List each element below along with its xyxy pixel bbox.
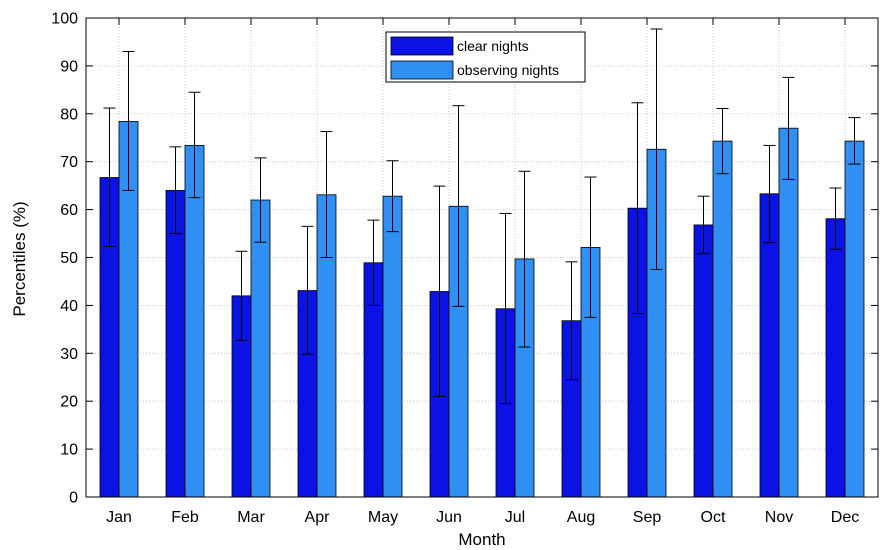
x-tick-label: Aug	[567, 509, 595, 526]
bar-observing-nights	[184, 145, 205, 498]
bars-layer	[99, 121, 865, 498]
y-tick-label: 60	[60, 202, 78, 219]
y-tick-label: 50	[60, 250, 78, 267]
x-tick-label: Sep	[633, 509, 662, 526]
y-tick-label: 10	[60, 442, 78, 459]
legend-label-clear-nights: clear nights	[457, 38, 529, 54]
x-axis-title: Month	[458, 530, 505, 549]
x-tick-label: Apr	[305, 509, 331, 526]
y-tick-label: 90	[60, 58, 78, 75]
error-bars-layer	[103, 28, 861, 405]
legend: clear nights observing nights	[385, 31, 586, 83]
bar-observing-nights	[712, 140, 733, 498]
bar-observing-nights	[844, 140, 865, 498]
axis-layer: 0 10 20 30 40 50 60 70 80 90 100 Jan Feb Mar Apr May Jun…	[51, 11, 879, 526]
x-tick-label: Dec	[831, 509, 859, 526]
grid-layer	[86, 18, 878, 497]
legend-label-observing-nights: observing nights	[457, 62, 559, 78]
bar-clear-nights	[693, 224, 714, 498]
y-tick-label: 20	[60, 394, 78, 411]
bar-observing-nights	[250, 199, 271, 498]
x-tick-label: Jul	[505, 509, 525, 526]
y-axis-title: Percentiles (%)	[10, 201, 29, 316]
y-tick-label: 40	[60, 298, 78, 315]
bar-observing-nights	[778, 127, 799, 498]
plot-frame	[85, 17, 879, 498]
x-tick-label: Jan	[106, 509, 132, 526]
y-tick-label: 70	[60, 154, 78, 171]
y-tick-label: 100	[51, 11, 78, 28]
x-tick-label: Nov	[765, 509, 793, 526]
legend-swatch-observing-nights	[390, 60, 454, 80]
x-tick-label: Feb	[171, 509, 199, 526]
x-tick-label: May	[368, 509, 398, 526]
y-tick-label: 30	[60, 346, 78, 363]
bar-clear-nights	[825, 218, 846, 498]
legend-swatch-clear-nights	[390, 36, 454, 56]
y-tick-label: 0	[69, 490, 78, 507]
x-tick-label: Mar	[237, 509, 265, 526]
x-tick-label: Oct	[701, 509, 726, 526]
x-tick-label: Jun	[436, 509, 462, 526]
y-tick-label: 80	[60, 106, 78, 123]
bar-clear-nights	[165, 190, 186, 498]
bar-observing-nights	[382, 195, 403, 498]
